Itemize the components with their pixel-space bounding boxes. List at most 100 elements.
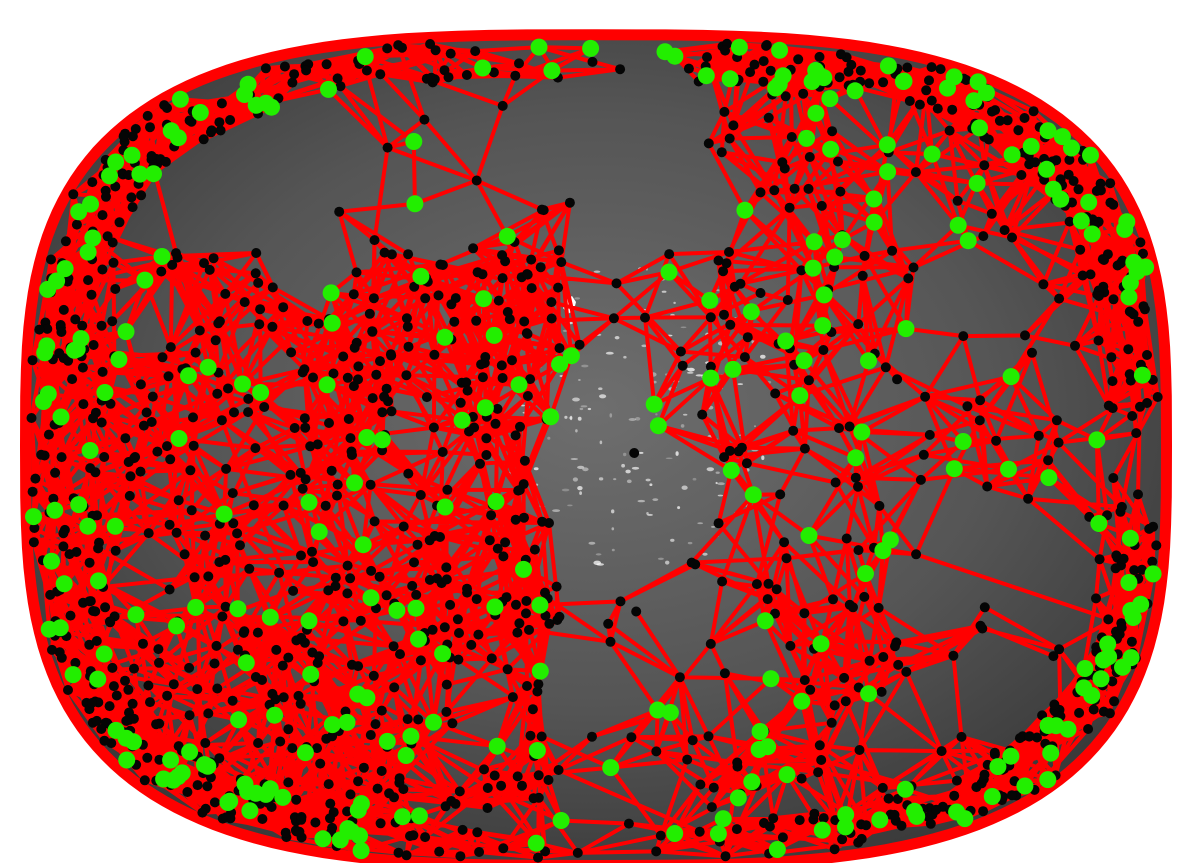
- vertex-node: [308, 372, 318, 383]
- vertex-node: [751, 579, 762, 590]
- vertex-node: [386, 406, 397, 417]
- vertex-node: [674, 672, 685, 683]
- vertex-node: [286, 347, 297, 358]
- vertex-node: [200, 738, 211, 748]
- vertex-node: [713, 518, 724, 529]
- vertex-node: [48, 493, 59, 504]
- vertex-node: [587, 731, 597, 742]
- specular-highlight: [686, 371, 694, 374]
- vertex-node: [1124, 369, 1135, 380]
- vertex-node: [780, 91, 791, 102]
- vertex-node: [101, 191, 111, 202]
- vertex-node: [300, 474, 311, 485]
- keypoint-node: [84, 229, 102, 247]
- specular-highlight: [593, 270, 601, 273]
- vertex-node: [716, 147, 727, 158]
- keypoint-node: [229, 600, 247, 618]
- vertex-node: [97, 210, 108, 221]
- keypoint-node: [352, 842, 370, 860]
- keypoint-node: [181, 743, 199, 761]
- vertex-node: [139, 775, 150, 786]
- vertex-node: [36, 449, 47, 460]
- vertex-node: [777, 832, 788, 843]
- vertex-node: [1142, 398, 1152, 408]
- keypoint-node: [89, 670, 107, 688]
- keypoint-node: [320, 80, 337, 98]
- vertex-node: [1054, 293, 1065, 304]
- specular-highlight: [638, 451, 644, 454]
- keypoint-node: [486, 598, 504, 616]
- vertex-node: [27, 486, 38, 497]
- vertex-node: [512, 627, 523, 638]
- keypoint-node: [1090, 515, 1108, 532]
- keypoint-node: [697, 67, 715, 85]
- specular-highlight: [595, 553, 602, 556]
- vertex-node: [830, 477, 841, 488]
- vertex-node: [312, 743, 322, 754]
- vertex-node: [519, 316, 530, 327]
- vertex-node: [63, 685, 73, 695]
- vertex-node: [239, 297, 250, 308]
- vertex-node: [629, 448, 640, 458]
- vertex-node: [502, 664, 513, 675]
- vertex-node: [56, 652, 67, 663]
- keypoint-node: [800, 527, 818, 544]
- vertex-node: [706, 802, 717, 813]
- vertex-node: [1136, 564, 1147, 575]
- vertex-node: [848, 602, 858, 613]
- keypoint-node: [241, 802, 259, 820]
- vertex-node: [443, 72, 454, 83]
- vertex-node: [93, 543, 104, 554]
- keypoint-node: [1002, 368, 1020, 386]
- keypoint-node: [302, 665, 320, 683]
- specular-highlight: [579, 491, 582, 495]
- keypoint-node: [729, 789, 747, 807]
- vertex-node: [883, 793, 894, 804]
- vertex-node: [56, 327, 67, 337]
- vertex-node: [501, 592, 512, 603]
- vertex-node: [372, 783, 383, 794]
- vertex-node: [338, 616, 349, 627]
- vertex-node: [763, 112, 774, 123]
- specular-highlight: [564, 415, 568, 419]
- specular-highlight: [695, 374, 703, 377]
- vertex-node: [524, 624, 534, 635]
- vertex-node: [763, 578, 774, 589]
- vertex-node: [124, 490, 135, 501]
- vertex-node: [294, 826, 305, 837]
- vertex-node: [220, 554, 231, 565]
- vertex-node: [1105, 178, 1116, 189]
- vertex-node: [190, 347, 201, 358]
- vertex-node: [554, 611, 565, 622]
- vertex-node: [975, 395, 986, 406]
- keypoint-node: [155, 770, 173, 788]
- vertex-node: [526, 254, 537, 265]
- specular-highlight: [715, 471, 720, 474]
- keypoint-node: [354, 536, 372, 554]
- keypoint-node: [1088, 431, 1106, 449]
- vertex-node: [936, 746, 947, 757]
- keypoint-node: [767, 79, 785, 97]
- vertex-node: [129, 663, 139, 674]
- vertex-node: [277, 660, 288, 671]
- keypoint-node: [865, 213, 883, 231]
- keypoint-node: [95, 645, 113, 663]
- vertex-node: [675, 346, 686, 357]
- vertex-node: [90, 467, 101, 478]
- vertex-node: [1115, 258, 1126, 269]
- keypoint-node: [857, 565, 874, 582]
- vertex-node: [428, 422, 439, 433]
- vertex-node: [437, 447, 448, 457]
- vertex-node: [911, 549, 922, 560]
- vertex-node: [515, 421, 525, 432]
- vertex-node: [376, 705, 387, 716]
- specular-highlight: [577, 416, 582, 421]
- specular-highlight: [580, 405, 588, 408]
- vertex-node: [728, 120, 739, 131]
- specular-highlight: [614, 336, 620, 340]
- keypoint-node: [1039, 122, 1057, 140]
- keypoint-node: [356, 48, 374, 66]
- vertex-node: [522, 681, 532, 691]
- vertex-node: [375, 69, 386, 80]
- specular-highlight: [609, 413, 613, 418]
